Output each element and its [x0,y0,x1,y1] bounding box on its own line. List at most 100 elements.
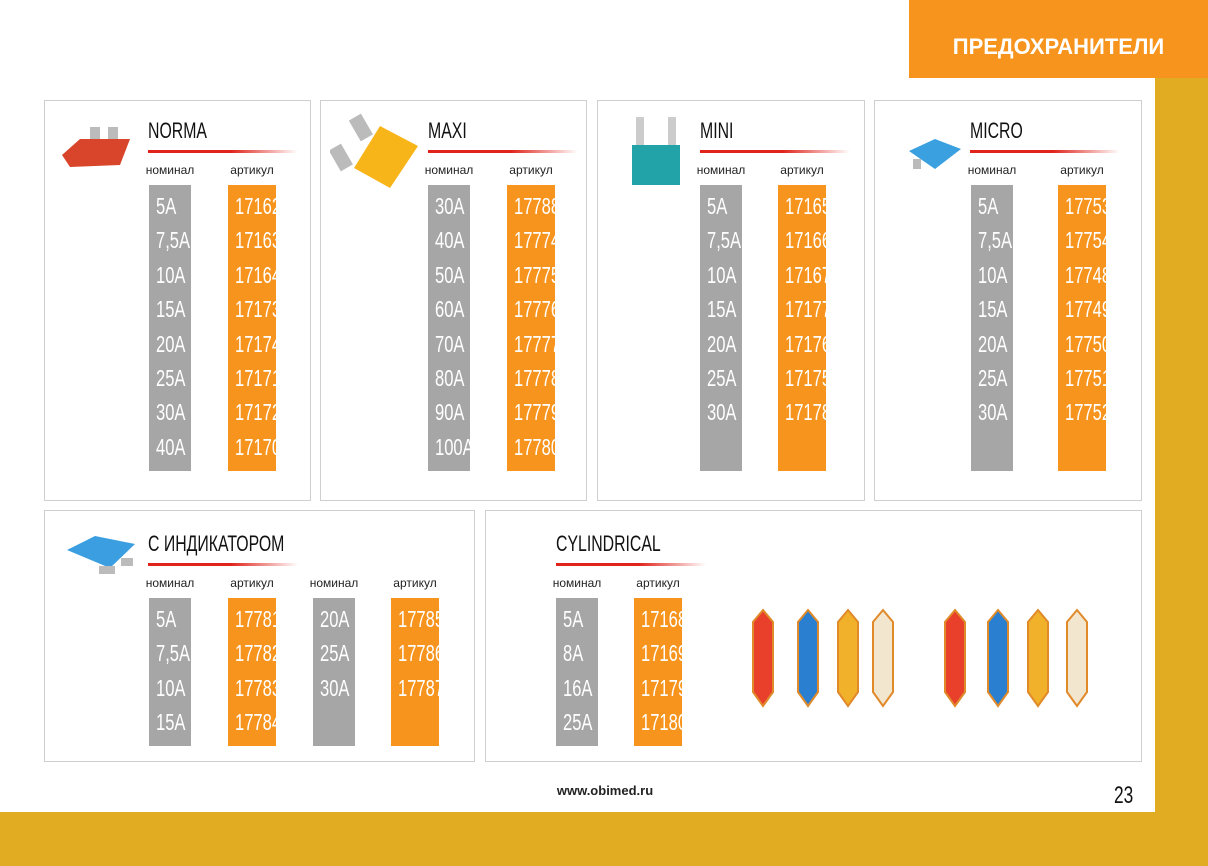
article-text: 17174 [235,330,282,357]
rating-column [149,185,191,471]
article-cell: 17753 [1065,193,1129,220]
article-text: 17775 [514,261,561,288]
article-text: 17179 [641,674,688,701]
rating-cell: 16A [563,675,604,702]
article-cell: 17754 [1065,227,1129,254]
title-underline [700,150,850,153]
article-text: 17779 [514,399,561,426]
rating-cell: 10A [156,262,197,289]
article-cell: 17172 [235,399,299,426]
article-cell: 17162 [235,193,299,220]
article-cell: 17169 [641,640,705,667]
article-cell: 17170 [235,434,299,461]
column-header: артикул [230,163,274,177]
rating-cell: 8A [563,640,591,667]
panel-title: CYLINDRICAL [556,531,701,557]
panel-title-text: CYLINDRICAL [556,531,661,556]
article-cell: 17784 [235,709,299,736]
fuse-image [632,117,680,185]
rating-text: 90A [435,399,465,426]
article-cell: 17177 [785,296,849,323]
rating-text: 20A [707,330,737,357]
panel [320,100,587,501]
article-text: 17778 [514,365,561,391]
title-underline [970,150,1120,153]
rating-text: 100A [435,433,474,460]
article-text: 17785 [398,606,445,632]
rating-text: 5A [563,606,584,632]
article-cell: 17787 [398,675,462,702]
rating-text: 20A [156,330,186,357]
rating-text: 7,5A [156,640,191,667]
rating-cell: 25A [563,709,604,736]
column-header: номинал [552,576,602,590]
rating-cell: 30A [435,193,476,220]
rating-text: 7,5A [978,227,1013,254]
article-text: 17162 [235,193,282,219]
rating-text: 80A [435,365,465,391]
rating-column [971,185,1013,471]
article-cell: 17775 [514,262,578,289]
article-cell: 17780 [514,434,578,461]
rating-cell: 10A [707,262,748,289]
rating-cell: 20A [978,331,1019,358]
rating-cell: 25A [978,365,1019,392]
page-number: 23 [1114,782,1141,810]
article-text: 17175 [785,365,832,391]
article-cell: 17750 [1065,331,1129,358]
column-header: номинал [967,163,1017,177]
article-cell: 17774 [514,227,578,254]
rating-cell: 10A [978,262,1019,289]
panel [44,510,475,762]
rating-text: 25A [156,365,186,391]
article-text: 17172 [235,399,282,426]
title-underline [428,150,578,153]
rating-text: 10A [156,261,186,288]
rating-cell: 70A [435,331,476,358]
article-text: 17751 [1065,365,1112,391]
rating-text: 30A [978,399,1008,426]
rating-cell: 20A [707,331,748,358]
article-cell: 17180 [641,709,705,736]
column-header: артикул [509,163,553,177]
article-cell: 17776 [514,296,578,323]
panel-title: MAXI [428,118,482,144]
article-text: 17780 [514,433,561,460]
article-column [507,185,555,471]
rating-cell: 15A [156,709,197,736]
page-number-text: 23 [1114,782,1134,809]
side-band [1155,78,1208,818]
rating-text: 30A [707,399,737,426]
column-header: номинал [145,576,195,590]
article-cell: 17783 [235,675,299,702]
rating-cell: 30A [978,399,1019,426]
article-text: 17167 [785,261,832,288]
rating-cell: 25A [707,365,748,392]
column-header: артикул [780,163,824,177]
rating-cell: 40A [435,227,476,254]
fuse [1027,608,1049,708]
fuse-image [67,536,135,574]
article-column [1058,185,1106,471]
fuse [944,608,966,708]
article-text: 17164 [235,261,282,288]
panel-title: MINI [700,118,746,144]
rating-cell: 50A [435,262,476,289]
rating-cell: 15A [156,296,197,323]
article-cell: 17174 [235,331,299,358]
rating-text: 10A [156,674,186,701]
article-text: 17754 [1065,227,1112,254]
rating-text: 25A [707,365,737,391]
column-header: артикул [393,576,437,590]
article-text: 17178 [785,399,832,426]
rating-text: 40A [435,227,465,254]
rating-text: 70A [435,330,465,357]
article-cell: 17786 [398,640,462,667]
rating-text: 8A [563,640,584,667]
article-cell: 17749 [1065,296,1129,323]
article-cell: 17785 [398,606,462,633]
rating-cell: 5A [563,606,591,633]
title-underline [148,563,298,566]
rating-text: 20A [320,606,350,632]
rating-cell: 15A [707,296,748,323]
